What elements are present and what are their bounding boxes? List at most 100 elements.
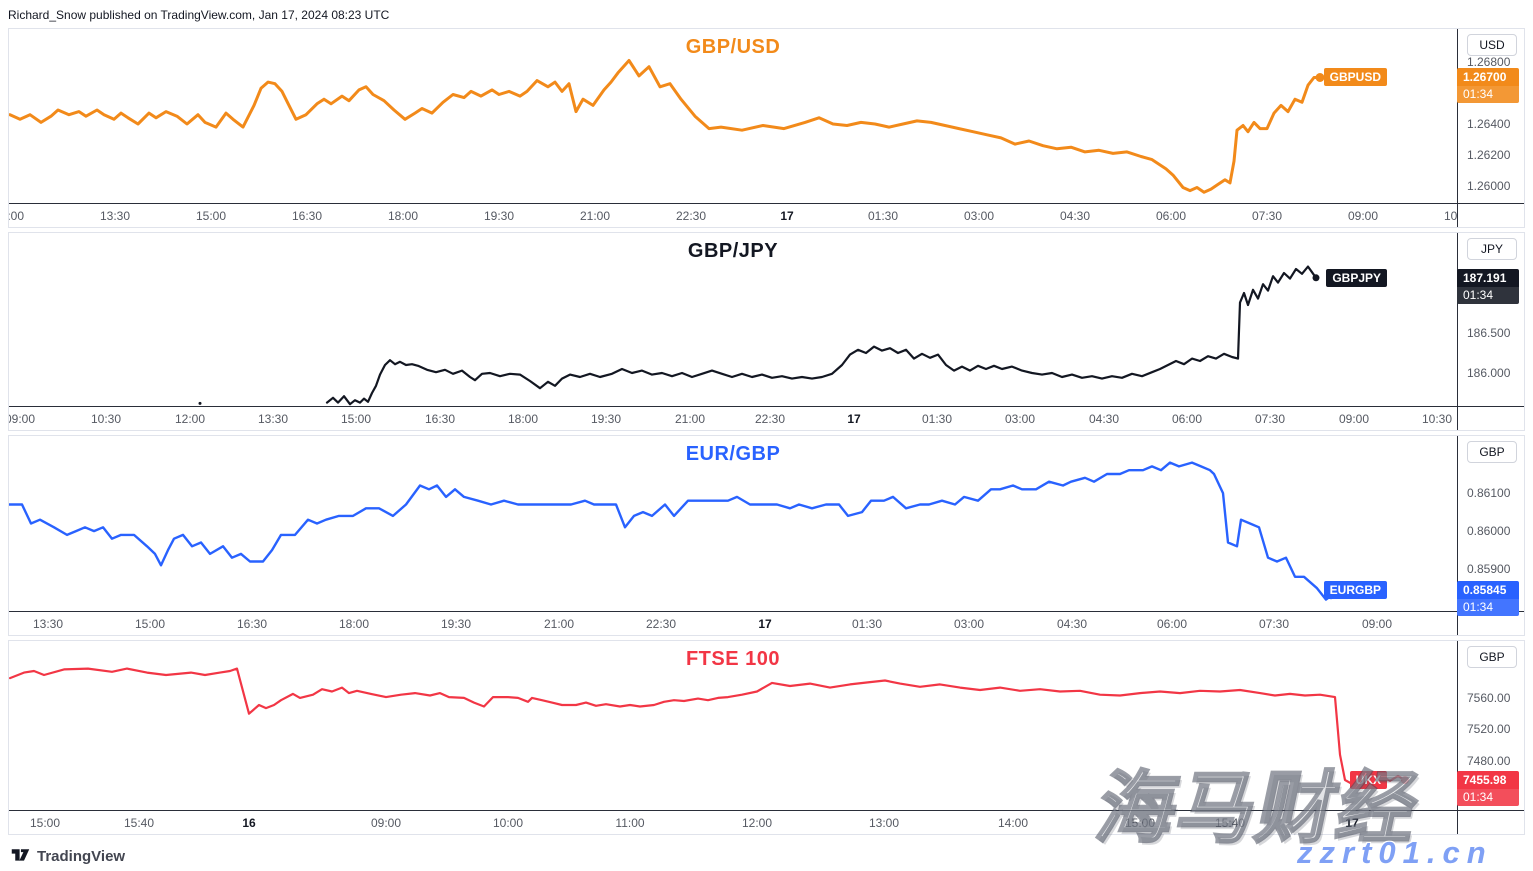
last-price-chip-gbpusd: 1.26700 01:34 [1457, 68, 1519, 104]
price-tick-label: 1.26200 [1467, 147, 1511, 162]
time-tick-label: 15:00 [195, 209, 227, 223]
currency-toggle-gbp2[interactable]: GBP [1467, 646, 1517, 668]
chart-area-gbpjpy[interactable]: GBP/JPY GBPJPY [9, 233, 1457, 406]
time-tick-label: 16:30 [424, 412, 456, 426]
time-tick-label: 18:00 [338, 617, 370, 631]
time-tick-label: 07:30 [1258, 617, 1290, 631]
time-tick-label: 11:00 [615, 816, 645, 830]
time-tick-label: 13:30 [257, 412, 289, 426]
time-tick-label: 09:00 [370, 816, 402, 830]
price-axis-line [1457, 29, 1458, 227]
time-tick-label: 01:30 [867, 209, 899, 223]
price-tick-label: 1.26800 [1467, 55, 1511, 69]
time-tick-label: 09:00 [1338, 412, 1370, 426]
chart-title-ftse100: FTSE 100 [685, 648, 781, 670]
chart-area-eurgbp[interactable]: EUR/GBP EURGBP [9, 436, 1457, 611]
footer: TradingView [0, 839, 1533, 870]
chart-title-gbpjpy: GBP/JPY [687, 240, 779, 262]
chart-area-ftse100[interactable]: FTSE 100 UKX [9, 641, 1457, 810]
time-tick-label: 10:30 [1421, 412, 1453, 426]
currency-toggle-gbp[interactable]: GBP [1467, 441, 1517, 463]
time-tick-label: 06:00 [1155, 209, 1187, 223]
bar-countdown: 01:34 [1457, 286, 1519, 304]
chart-area-gbpusd[interactable]: GBP/USD GBPUSD [9, 29, 1457, 203]
time-tick-label: 17 [780, 209, 794, 223]
time-tick-label: 01:30 [851, 617, 883, 631]
time-tick-label: 01:30 [921, 412, 953, 426]
time-tick-label: 07:30 [1251, 209, 1283, 223]
time-tick-label: 21:00 [674, 412, 706, 426]
currency-toggle-usd[interactable]: USD [1467, 34, 1517, 56]
time-tick-label: 04:30 [1088, 412, 1120, 426]
tradingview-logo-icon [10, 844, 31, 869]
time-axis[interactable]: 09:00 10:30 12:00 13:30 15:00 16:30 18:00 19:30… [9, 407, 1457, 430]
time-tick-label: 15:00 [1124, 816, 1156, 830]
time-tick-label: 12:00 [174, 412, 206, 426]
time-tick-label: 17 [758, 617, 772, 631]
time-tick-label: 17 [1345, 816, 1359, 830]
time-tick-label: 12:00 [9, 209, 25, 223]
time-tick-label: 13:00 [868, 816, 900, 830]
time-tick-label: 07:30 [1254, 412, 1286, 426]
time-tick-label: 18:00 [387, 209, 419, 223]
time-tick-label: 15:40 [1214, 816, 1246, 830]
last-price-value: 187.191 [1463, 270, 1507, 285]
last-price-value: 0.85845 [1463, 583, 1507, 598]
price-line-gbpusd [9, 59, 1325, 194]
time-tick-label: 15:40 [123, 816, 155, 830]
symbol-label-ukx: UKX [1349, 771, 1387, 789]
time-axis-line [9, 203, 1524, 204]
time-axis[interactable]: 13:30 15:00 16:30 18:00 19:30 21:00 22:30 17 01:… [9, 612, 1457, 635]
price-axis-line [1457, 233, 1458, 430]
time-axis-line [9, 611, 1524, 612]
watermark-site-url: zzrt01.cn [1297, 835, 1493, 870]
price-axis-line [1457, 641, 1458, 834]
price-axis-line [1457, 436, 1458, 635]
time-tick-label: 03:00 [963, 209, 995, 223]
time-tick-label: 03:00 [1004, 412, 1036, 426]
time-tick-label: 16:30 [291, 209, 323, 223]
price-tick-label: 0.85900 [1467, 562, 1511, 577]
tradingview-link[interactable]: TradingView [10, 844, 125, 869]
price-tick-label: 1.26000 [1467, 178, 1511, 193]
bar-countdown: 01:34 [1457, 86, 1519, 104]
price-line-gbpjpy [198, 265, 1320, 406]
time-tick-label: 22:30 [754, 412, 786, 426]
time-tick-label: 15:00 [340, 412, 372, 426]
symbol-label-gbpusd: GBPUSD [1323, 68, 1387, 87]
panel-ftse100: FTSE 100 UKX 15:00 15:40 16 09:00 10:00 11:00… [8, 640, 1525, 835]
tradingview-brand-text: TradingView [37, 848, 126, 865]
time-tick-label: 09:00 [1347, 209, 1379, 223]
symbol-label-gbpjpy: GBPJPY [1326, 268, 1387, 287]
time-tick-label: 13:30 [32, 617, 64, 631]
time-tick-label: 18:00 [507, 412, 539, 426]
time-axis-line [9, 810, 1524, 811]
price-tick-label: 7520.00 [1467, 722, 1511, 737]
time-tick-label: 16 [242, 816, 256, 830]
time-tick-label: 10:00 [492, 816, 524, 830]
price-line-eurgbp [9, 461, 1335, 601]
time-axis[interactable]: 12:00 13:30 15:00 16:30 18:00 19:30 21:00 22:30… [9, 204, 1457, 227]
time-tick-label: 15:00 [29, 816, 61, 830]
time-tick-label: 09:00 [9, 412, 36, 426]
time-tick-label: 19:30 [440, 617, 472, 631]
panel-eurgbp: EUR/GBP EURGBP 13:30 15:00 16:30 18:00 19:30… [8, 435, 1525, 636]
publish-byline: Richard_Snow published on TradingView.co… [8, 8, 390, 22]
time-tick-label: 12:00 [741, 816, 773, 830]
time-tick-label: 19:30 [590, 412, 622, 426]
currency-toggle-jpy[interactable]: JPY [1467, 238, 1517, 260]
time-tick-label: 21:00 [579, 209, 611, 223]
chart-title-eurgbp: EUR/GBP [685, 443, 781, 465]
price-line-ftse100 [9, 667, 1409, 785]
last-price-chip-eurgbp: 0.85845 01:34 [1457, 581, 1519, 617]
price-tick-label: 7480.00 [1467, 754, 1511, 769]
price-tick-label: 0.86100 [1467, 486, 1511, 501]
price-tick-label: 186.000 [1467, 366, 1511, 380]
time-tick-label: 06:00 [1156, 617, 1188, 631]
time-tick-label: 19:30 [483, 209, 515, 223]
time-tick-label: 13:30 [99, 209, 131, 223]
time-tick-label: 06:00 [1171, 412, 1203, 426]
time-axis[interactable]: 15:00 15:40 16 09:00 10:00 11:00 12:00 13:00 14:… [9, 811, 1457, 834]
